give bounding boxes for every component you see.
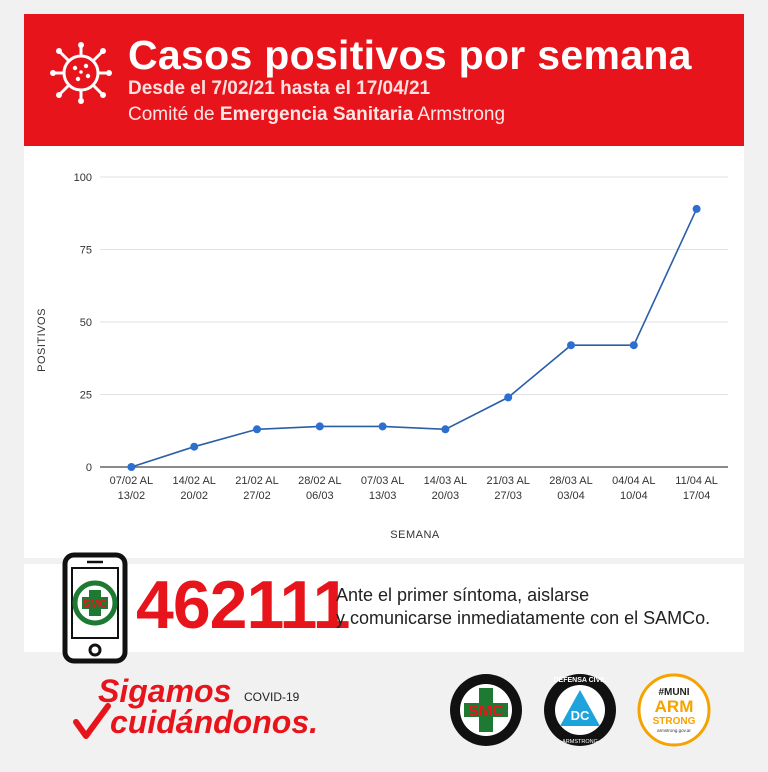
muni-logo-line-3: STRONG (653, 716, 696, 727)
x-tick-label: 21/02 AL (235, 475, 278, 487)
muni-logo-line-2: ARM (655, 697, 694, 716)
header-banner: Casos positivos por semana Desde el 7/02… (24, 14, 744, 146)
y-tick-label: 50 (80, 317, 92, 329)
dc-logo-bottom: ARMSTRONG (562, 739, 598, 745)
data-point (315, 422, 324, 431)
defensa-civil-logo: DC DEFENSA CIVIL ARMSTRONG (544, 674, 616, 746)
covid-label: COVID-19 (244, 690, 300, 704)
data-point (629, 341, 638, 350)
grid-lines (100, 176, 728, 468)
dc-logo-top: DEFENSA CIVIL (553, 677, 607, 684)
date-range: Desde el 7/02/21 hasta el 17/04/21 (128, 78, 431, 99)
phone-icon: SMC (62, 552, 128, 664)
x-tick-label: 10/04 (620, 490, 648, 502)
page-title: Casos positivos por semana (128, 32, 692, 78)
y-tick-label: 25 (80, 390, 92, 402)
y-tick-label: 100 (74, 172, 92, 184)
checkmark-icon (73, 703, 111, 739)
chart-card: 0 25 50 75 100 07/02 AL 13/02 14/02 AL 20/02 21/… (24, 146, 744, 558)
data-point (253, 425, 261, 434)
x-tick-label: 21/03 AL (486, 475, 529, 487)
x-axis-label: SEMANA (390, 529, 440, 541)
y-tick-label: 0 (86, 462, 92, 474)
y-tick-label: 75 (80, 245, 92, 257)
data-point (567, 341, 575, 350)
virus-icon (50, 42, 112, 104)
muni-armstrong-logo: #MUNI ARM STRONG armstrong.gov.ar (637, 673, 711, 747)
committee-line: Comité de Emergencia Sanitaria Armstrong (128, 104, 505, 126)
x-tick-label: 20/03 (432, 490, 460, 502)
x-tick-label: 13/03 (369, 490, 397, 502)
x-tick-label: 28/03 AL (549, 475, 592, 487)
data-point (441, 425, 450, 434)
x-tick-label: 14/02 AL (172, 475, 215, 487)
x-tick-label: 13/02 (118, 490, 146, 502)
committee-suffix: Armstrong (417, 104, 506, 125)
phone-logo-text: SMC (83, 598, 108, 610)
x-tick-label: 07/02 AL (110, 475, 153, 487)
dc-logo-center: DC (571, 708, 590, 723)
x-tick-labels: 07/02 AL 13/02 14/02 AL 20/02 21/02 AL 27/02 2… (110, 475, 718, 502)
series-positivos (127, 204, 701, 471)
data-point (127, 463, 136, 471)
y-axis-label: POSITIVOS (36, 308, 48, 372)
committee-prefix: Comité de (128, 104, 215, 125)
data-point (504, 393, 513, 402)
muni-logo-line-1: #MUNI (658, 687, 689, 698)
samco-logo: SMC (450, 674, 522, 746)
x-tick-label: 17/04 (683, 490, 711, 502)
muni-logo-line-4: armstrong.gov.ar (657, 728, 691, 733)
data-point (190, 442, 199, 451)
x-tick-label: 27/02 (243, 490, 271, 502)
message-line-2: y comunicarse inmediatamente con el SAMC… (336, 608, 711, 628)
line-chart: 0 25 50 75 100 07/02 AL 13/02 14/02 AL 20/02 21/… (36, 172, 728, 541)
y-tick-labels: 0 25 50 75 100 (74, 172, 92, 474)
slogan-line-2: cuidándonos. (110, 704, 318, 740)
x-tick-label: 27/03 (494, 490, 522, 502)
slogan-line-1: Sigamos (98, 673, 232, 709)
samco-logo-text: SMC (468, 703, 504, 720)
series-line (131, 208, 698, 468)
x-tick-label: 11/04 AL (675, 475, 718, 487)
phone-number: 462111 (136, 567, 350, 643)
x-tick-label: 28/02 AL (298, 475, 341, 487)
x-tick-label: 07/03 AL (361, 475, 404, 487)
x-tick-label: 03/04 (557, 490, 585, 502)
x-tick-label: 04/04 AL (612, 475, 655, 487)
contact-message: Ante el primer síntoma, aislarse y comun… (336, 584, 710, 630)
committee-bold: Emergencia Sanitaria (219, 104, 414, 125)
message-line-1: Ante el primer síntoma, aislarse (336, 585, 590, 605)
footer: Sigamos cuidándonos. COVID-19 SMC DC DEF… (0, 656, 768, 772)
x-tick-label: 20/02 (180, 490, 208, 502)
x-tick-label: 06/03 (306, 490, 334, 502)
data-point (692, 204, 701, 213)
data-point (378, 422, 387, 431)
contact-band: SMC 462111 Ante el primer síntoma, aisla… (24, 552, 744, 664)
x-tick-label: 14/03 AL (424, 475, 467, 487)
